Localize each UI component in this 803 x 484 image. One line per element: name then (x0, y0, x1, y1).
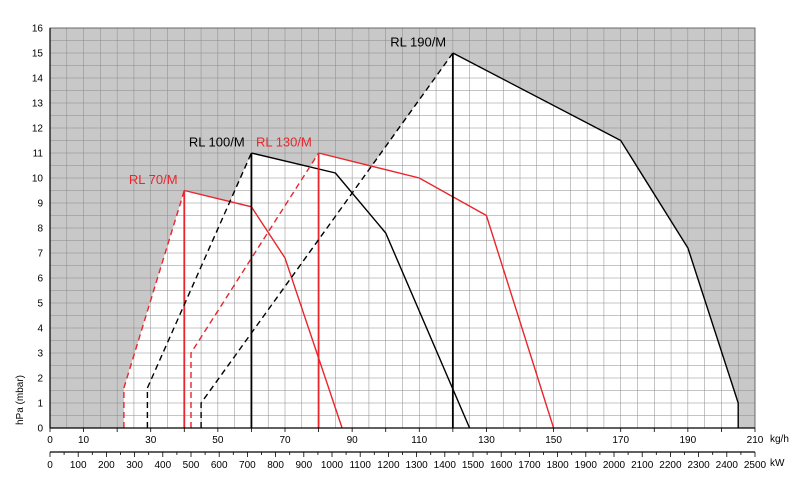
kw-tick-label: 300 (126, 460, 143, 471)
x-tick-label: 0 (47, 435, 53, 446)
y-tick-label: 6 (37, 274, 43, 285)
kw-tick-label: 2100 (631, 460, 654, 471)
kw-tick-label: 1800 (546, 460, 569, 471)
x-tick-label: 110 (411, 435, 427, 446)
y-tick-label: 14 (32, 74, 44, 85)
y-tick-label: 1 (37, 399, 43, 410)
kw-tick-label: 2300 (687, 460, 710, 471)
y-tick-label: 16 (32, 24, 44, 35)
x-axis-label-kgh: kg/h (770, 434, 789, 445)
series-working-curve (184, 189, 343, 429)
kw-tick-label: 1700 (518, 460, 541, 471)
kw-tick-label: 200 (98, 460, 115, 471)
kw-tick-label: 400 (154, 460, 171, 471)
axes (49, 27, 756, 457)
y-tick-label: 13 (32, 99, 44, 110)
x-tick-label: 90 (347, 435, 359, 446)
series-working-curve (452, 52, 739, 428)
y-tick-label: 0 (37, 424, 43, 435)
y-tick-label: 11 (33, 149, 44, 160)
kw-tick-label: 2000 (603, 460, 626, 471)
y-tick-label: 2 (37, 374, 43, 385)
x-tick-label: 190 (680, 435, 697, 446)
kw-tick-label: 800 (267, 460, 284, 471)
kw-tick-label: 1400 (434, 460, 457, 471)
x-axis-label-kw: kW (770, 458, 785, 469)
kw-tick-label: 700 (239, 460, 256, 471)
series-working-curve (251, 152, 471, 429)
x-tick-label: 50 (212, 435, 224, 446)
x-tick-labels: 0 10 30 50 70 90 110 130 150 170 190 210 (47, 435, 764, 446)
series-label: RL 130/M (256, 135, 312, 150)
kw-tick-label: 0 (47, 460, 53, 471)
kw-tick-label: 1200 (377, 460, 400, 471)
series-rl-70-m: RL 70/M (123, 172, 343, 429)
y-tick-label: 12 (32, 124, 44, 135)
y-tick-label: 7 (37, 249, 43, 260)
kw-tick-labels: 0 100 200 300 400 500 600 700 800 900 1000 1100 1200… (47, 460, 766, 471)
x-tick-label: 150 (545, 435, 562, 446)
x-tick-label: 10 (78, 435, 90, 446)
y-tick-label: 9 (37, 199, 43, 210)
x-tick-label: 130 (478, 435, 495, 446)
kw-tick-label: 900 (295, 460, 312, 471)
y-tick-label: 4 (37, 324, 43, 335)
x-tick-label: 30 (145, 435, 157, 446)
y-tick-label: 15 (32, 49, 44, 60)
y-tick-label: 10 (32, 174, 44, 185)
y-tick-label: 3 (37, 349, 43, 360)
x-tick-label: 70 (279, 435, 291, 446)
series-label: RL 70/M (129, 172, 178, 187)
grid-lines (49, 27, 756, 429)
kw-tick-label: 1000 (321, 460, 344, 471)
series-start-line (200, 52, 454, 428)
series-start-line (190, 152, 320, 428)
series-start-line (146, 152, 253, 428)
series-label: RL 100/M (189, 135, 245, 150)
y-axis-label: hPa (mbar) (15, 375, 26, 425)
kw-tick-label: 1500 (462, 460, 485, 471)
series-label: RL 190/M (390, 35, 446, 50)
y-tick-label: 8 (37, 224, 43, 235)
y-tick-label: 5 (37, 299, 43, 310)
kw-tick-label: 2500 (744, 460, 767, 471)
kw-tick-label: 100 (70, 460, 87, 471)
kw-tick-label: 1600 (490, 460, 513, 471)
kw-tick-label: 500 (183, 460, 200, 471)
kw-tick-label: 2400 (716, 460, 739, 471)
series-rl-190-m: RL 190/M (200, 35, 739, 428)
x-tick-label: 170 (612, 435, 629, 446)
series-layer: RL 70/M RL 100/M RL 130/M RL 190/M (123, 35, 739, 429)
x-tick-label: 210 (747, 435, 764, 446)
kw-tick-label: 1300 (405, 460, 428, 471)
series-start-line (123, 190, 185, 428)
kw-tick-label: 2200 (659, 460, 682, 471)
series-rl-100-m: RL 100/M (146, 135, 471, 429)
kw-tick-label: 1900 (575, 460, 598, 471)
kw-tick-label: 600 (211, 460, 228, 471)
kw-tick-label: 1100 (349, 460, 371, 471)
